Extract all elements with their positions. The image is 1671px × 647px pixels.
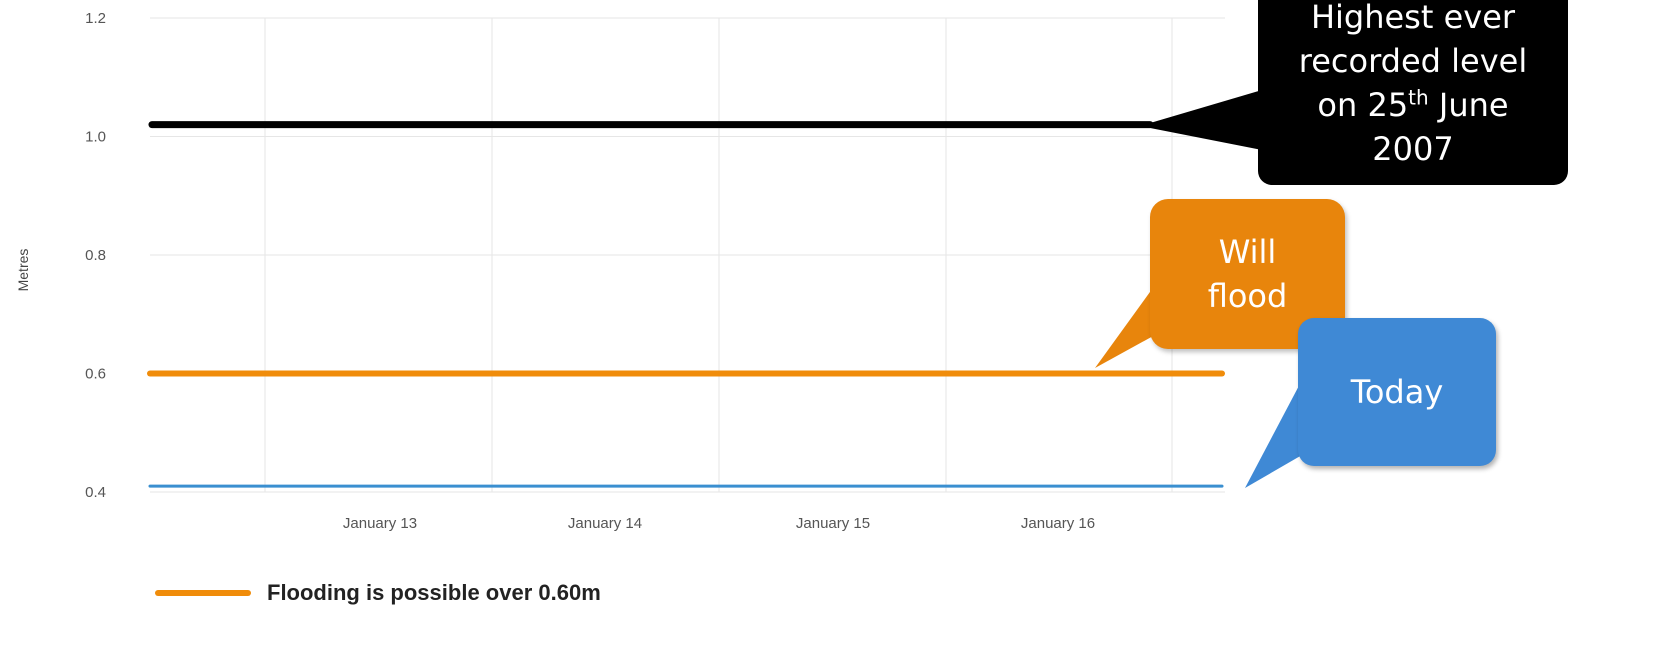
series-lines bbox=[147, 121, 1225, 488]
y-tick-label: 1.2 bbox=[85, 10, 106, 27]
grid-lines bbox=[150, 17, 1225, 493]
will-flood-line2: flood bbox=[1207, 277, 1288, 315]
y-axis-label: Metres bbox=[15, 249, 31, 292]
will-flood-line1: Will bbox=[1218, 233, 1277, 271]
today-callout-pointer bbox=[1245, 380, 1302, 488]
today-callout: Today bbox=[1298, 318, 1496, 466]
x-tick-label: January 13 bbox=[343, 515, 417, 532]
x-tick-label: January 16 bbox=[1021, 515, 1095, 532]
legend-swatch bbox=[155, 590, 251, 596]
y-tick-label: 0.4 bbox=[85, 484, 106, 501]
highest-callout-line1: Highest ever bbox=[1310, 0, 1516, 36]
x-tick-label: January 15 bbox=[796, 515, 870, 532]
highest-callout-line4: 2007 bbox=[1372, 129, 1454, 168]
chart-legend: Flooding is possible over 0.60m bbox=[155, 576, 601, 610]
y-axis-ticks: 0.4 0.6 0.8 1.0 1.2 bbox=[85, 10, 106, 501]
highest-callout-line2: recorded level bbox=[1298, 41, 1528, 80]
will-flood-callout-pointer bbox=[1095, 285, 1155, 368]
today-label: Today bbox=[1350, 373, 1444, 411]
highest-level-callout: Highest ever recorded level on 25th June… bbox=[1258, 0, 1568, 185]
y-tick-label: 1.0 bbox=[85, 129, 106, 146]
highest-callout-pointer bbox=[1140, 90, 1262, 150]
y-tick-label: 0.8 bbox=[85, 247, 106, 264]
x-tick-label: January 14 bbox=[568, 515, 642, 532]
highest-callout-line3: on 25th June bbox=[1317, 84, 1509, 124]
y-tick-label: 0.6 bbox=[85, 366, 106, 383]
x-axis-ticks: January 13 January 14 January 15 January 16 bbox=[343, 515, 1095, 532]
will-flood-callout: Will flood bbox=[1150, 199, 1345, 349]
legend-label: Flooding is possible over 0.60m bbox=[267, 580, 601, 605]
